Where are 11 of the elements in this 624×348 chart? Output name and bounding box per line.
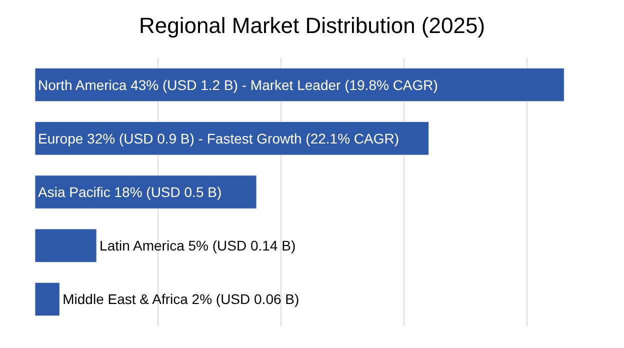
- chart-title: Regional Market Distribution (2025): [138, 12, 486, 38]
- bar: [35, 175, 257, 209]
- data-label: Latin America 5% (USD 0.14 B): [100, 238, 296, 254]
- bar: [35, 68, 564, 102]
- data-label: Asia Pacific 18% (USD 0.5 B): [38, 184, 222, 200]
- bar: [35, 122, 430, 156]
- data-label: Europe 32% (USD 0.9 B) - Fastest Growth (22.1% CAGR): [38, 130, 400, 146]
- bar: [35, 228, 97, 262]
- bar: [35, 282, 60, 316]
- data-label: North America 43% (USD 1.2 B) - Market Leader (19.8% CAGR): [38, 76, 438, 93]
- data-label: Middle East & Africa 2% (USD 0.06 B): [62, 291, 300, 308]
